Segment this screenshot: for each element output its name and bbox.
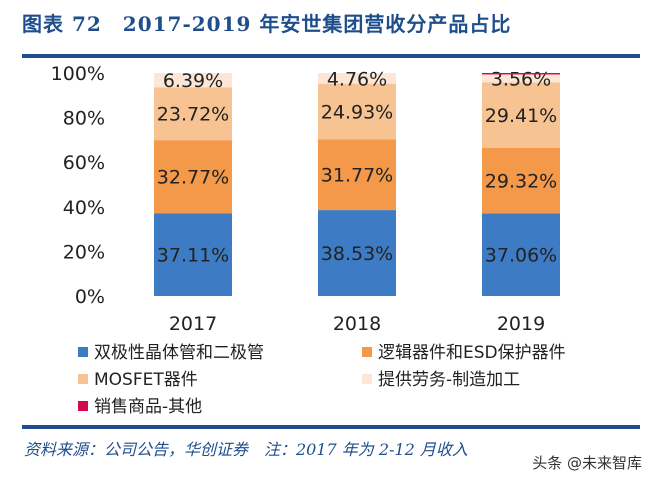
legend-label: 提供劳务-制造加工 (378, 370, 520, 390)
data-label: 6.39% (163, 70, 223, 92)
legend-swatch (362, 374, 372, 384)
bar-segment (154, 73, 232, 88)
legend-label: MOSFET器件 (94, 370, 198, 390)
x-tick-label: 2018 (333, 313, 381, 335)
bar-segment (482, 147, 560, 214)
data-label: 38.53% (321, 243, 393, 265)
data-label: 37.06% (485, 245, 557, 267)
data-label: 37.11% (157, 245, 229, 267)
y-tick-label: 60% (63, 152, 105, 174)
data-label: 29.41% (485, 105, 557, 127)
data-label: 23.72% (157, 104, 229, 126)
legend-label: 双极性晶体管和二极管 (94, 343, 264, 363)
legend-label: 逻辑器件和ESD保护器件 (378, 343, 566, 363)
bar-segment (154, 213, 232, 296)
bar-segment (318, 210, 396, 296)
bar-segment (482, 73, 560, 75)
data-label: 32.77% (157, 167, 229, 189)
x-tick-label: 2017 (169, 313, 217, 335)
legend-swatch (362, 347, 372, 357)
y-tick-label: 0% (75, 286, 105, 308)
x-tick-label: 2019 (497, 313, 545, 335)
footer-rule (22, 425, 640, 429)
bar-segment (154, 140, 232, 214)
source-note: 资料来源：公司公告，华创证券 注：2017 年为 2-12 月收入 (24, 440, 468, 459)
data-label: 31.77% (321, 165, 393, 187)
data-label: 3.56% (491, 68, 551, 90)
bar-segment (318, 73, 396, 84)
legend-label: 销售商品-其他 (94, 397, 202, 417)
figure-title: 图表 72 2017-2019 年安世集团营收分产品占比 (22, 12, 512, 36)
bar-segment (482, 213, 560, 296)
bar-segment (318, 139, 396, 211)
bar-segment (482, 82, 560, 148)
legend-swatch (78, 401, 88, 411)
y-tick-label: 20% (63, 241, 105, 263)
bar-segment (318, 83, 396, 140)
title-rule (22, 54, 640, 58)
y-tick-label: 80% (63, 108, 105, 130)
legend-swatch (78, 347, 88, 357)
data-label: 4.76% (327, 68, 387, 90)
legend-swatch (78, 374, 88, 384)
bar-segment (482, 74, 560, 83)
data-label: 24.93% (321, 101, 393, 123)
y-tick-label: 40% (63, 197, 105, 219)
bar-segment (154, 87, 232, 141)
data-label: 29.32% (485, 171, 557, 193)
y-tick-label: 100% (51, 63, 105, 85)
watermark: 头条 @未来智库 (532, 454, 642, 472)
